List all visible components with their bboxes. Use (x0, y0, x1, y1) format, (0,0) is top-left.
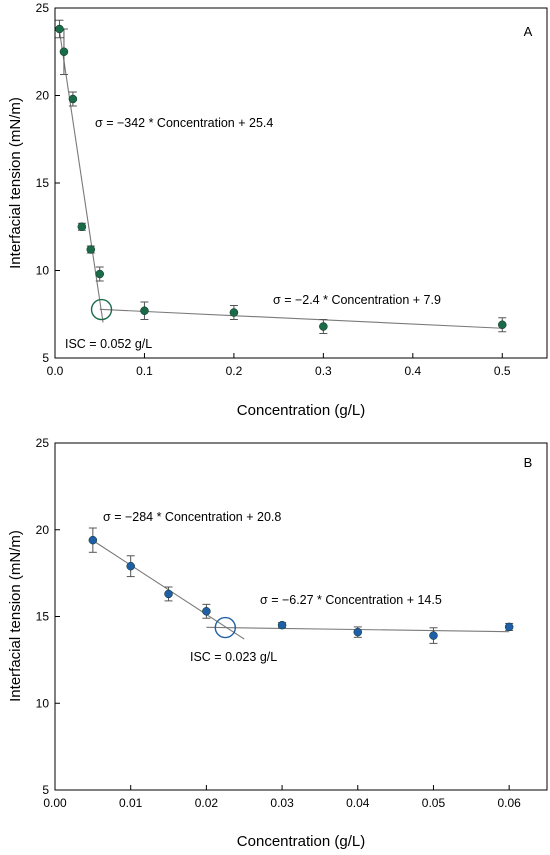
y-tick-label: 5 (42, 351, 49, 365)
y-ticks-b: 5 10 15 20 25 (36, 436, 60, 797)
isc-label-a: ISC = 0.052 g/L (65, 337, 152, 351)
isc-marker-b (214, 616, 237, 639)
fit-label-b-2: σ = −6.27 * Concentration + 14.5 (260, 593, 442, 607)
error-bars-b (88, 527, 514, 644)
data-point (77, 222, 87, 231)
data-point (86, 245, 96, 254)
fit-label-a-1: σ = −342 * Concentration + 25.4 (95, 116, 273, 130)
data-point (498, 320, 507, 329)
data-point (429, 631, 438, 640)
x-tick-label: 0.4 (404, 364, 421, 378)
x-tick-label: 0.1 (136, 364, 153, 378)
x-tick-label: 0.02 (195, 796, 219, 810)
data-point (140, 306, 149, 315)
y-axis-title-a: Interfacial tension (mN/m) (7, 97, 24, 269)
panel-a: 5 10 15 20 25 0.0 0.1 0.2 0.3 0.4 0.5 A σ = −342 … (7, 1, 548, 419)
isc-circle (214, 616, 237, 639)
data-point (353, 627, 363, 637)
x-ticks-a: 0.0 0.1 0.2 0.3 0.4 0.5 (47, 353, 511, 378)
panel-label-b: B (524, 455, 533, 470)
x-tick-label: 0.00 (43, 796, 67, 810)
data-point (59, 47, 69, 56)
x-tick-label: 0.04 (346, 796, 370, 810)
data-point (55, 24, 64, 34)
fit-label-a-2: σ = −2.4 * Concentration + 7.9 (273, 293, 441, 307)
plot-frame-b (54, 442, 548, 791)
y-axis-title-b: Interfacial tension (mN/m) (7, 530, 24, 702)
data-point (88, 535, 98, 545)
isc-circle (90, 298, 113, 321)
isc-marker-a (90, 298, 113, 321)
x-tick-label: 0.03 (270, 796, 294, 810)
x-tick-label: 0.0 (47, 364, 64, 378)
y-tick-label: 25 (36, 436, 50, 450)
x-axis-title-a: Concentration (g/L) (237, 402, 365, 419)
panel-label-a: A (524, 24, 533, 39)
panel-b: 5 10 15 20 25 0.00 0.01 0.02 0.03 0.04 0.05 0.06 B… (7, 436, 548, 850)
y-tick-label: 10 (36, 696, 50, 710)
fit-label-b-1: σ = −284 * Concentration + 20.8 (103, 510, 281, 524)
data-points-b (88, 535, 514, 640)
data-points-a (55, 24, 507, 331)
y-tick-label: 20 (36, 89, 50, 103)
fit-line-2 (99, 308, 503, 329)
x-tick-label: 0.5 (494, 364, 511, 378)
x-tick-label: 0.3 (315, 364, 332, 378)
error-bars-a (55, 19, 507, 334)
data-point (95, 269, 104, 279)
x-ticks-b: 0.00 0.01 0.02 0.03 0.04 0.05 0.06 (43, 785, 521, 810)
y-tick-label: 15 (36, 610, 50, 624)
data-point (319, 322, 328, 331)
x-tick-label: 0.06 (497, 796, 521, 810)
y-ticks-a: 5 10 15 20 25 (36, 1, 60, 365)
y-tick-label: 15 (36, 176, 50, 190)
y-tick-label: 25 (36, 1, 50, 15)
fit-lines-b (92, 540, 510, 640)
data-point (229, 308, 239, 317)
y-tick-label: 10 (36, 264, 50, 278)
y-tick-label: 5 (42, 783, 49, 797)
fit-lines-a (58, 30, 503, 329)
data-point (277, 620, 287, 630)
data-point (504, 622, 514, 632)
data-point (202, 607, 211, 616)
x-tick-label: 0.01 (119, 796, 143, 810)
data-point (164, 589, 173, 599)
x-axis-title-b: Concentration (g/L) (237, 833, 365, 850)
data-point (68, 94, 78, 104)
y-tick-label: 20 (36, 523, 50, 537)
isc-label-b: ISC = 0.023 g/L (190, 650, 277, 664)
data-point (126, 561, 135, 571)
x-tick-label: 0.2 (226, 364, 243, 378)
x-tick-label: 0.05 (422, 796, 446, 810)
